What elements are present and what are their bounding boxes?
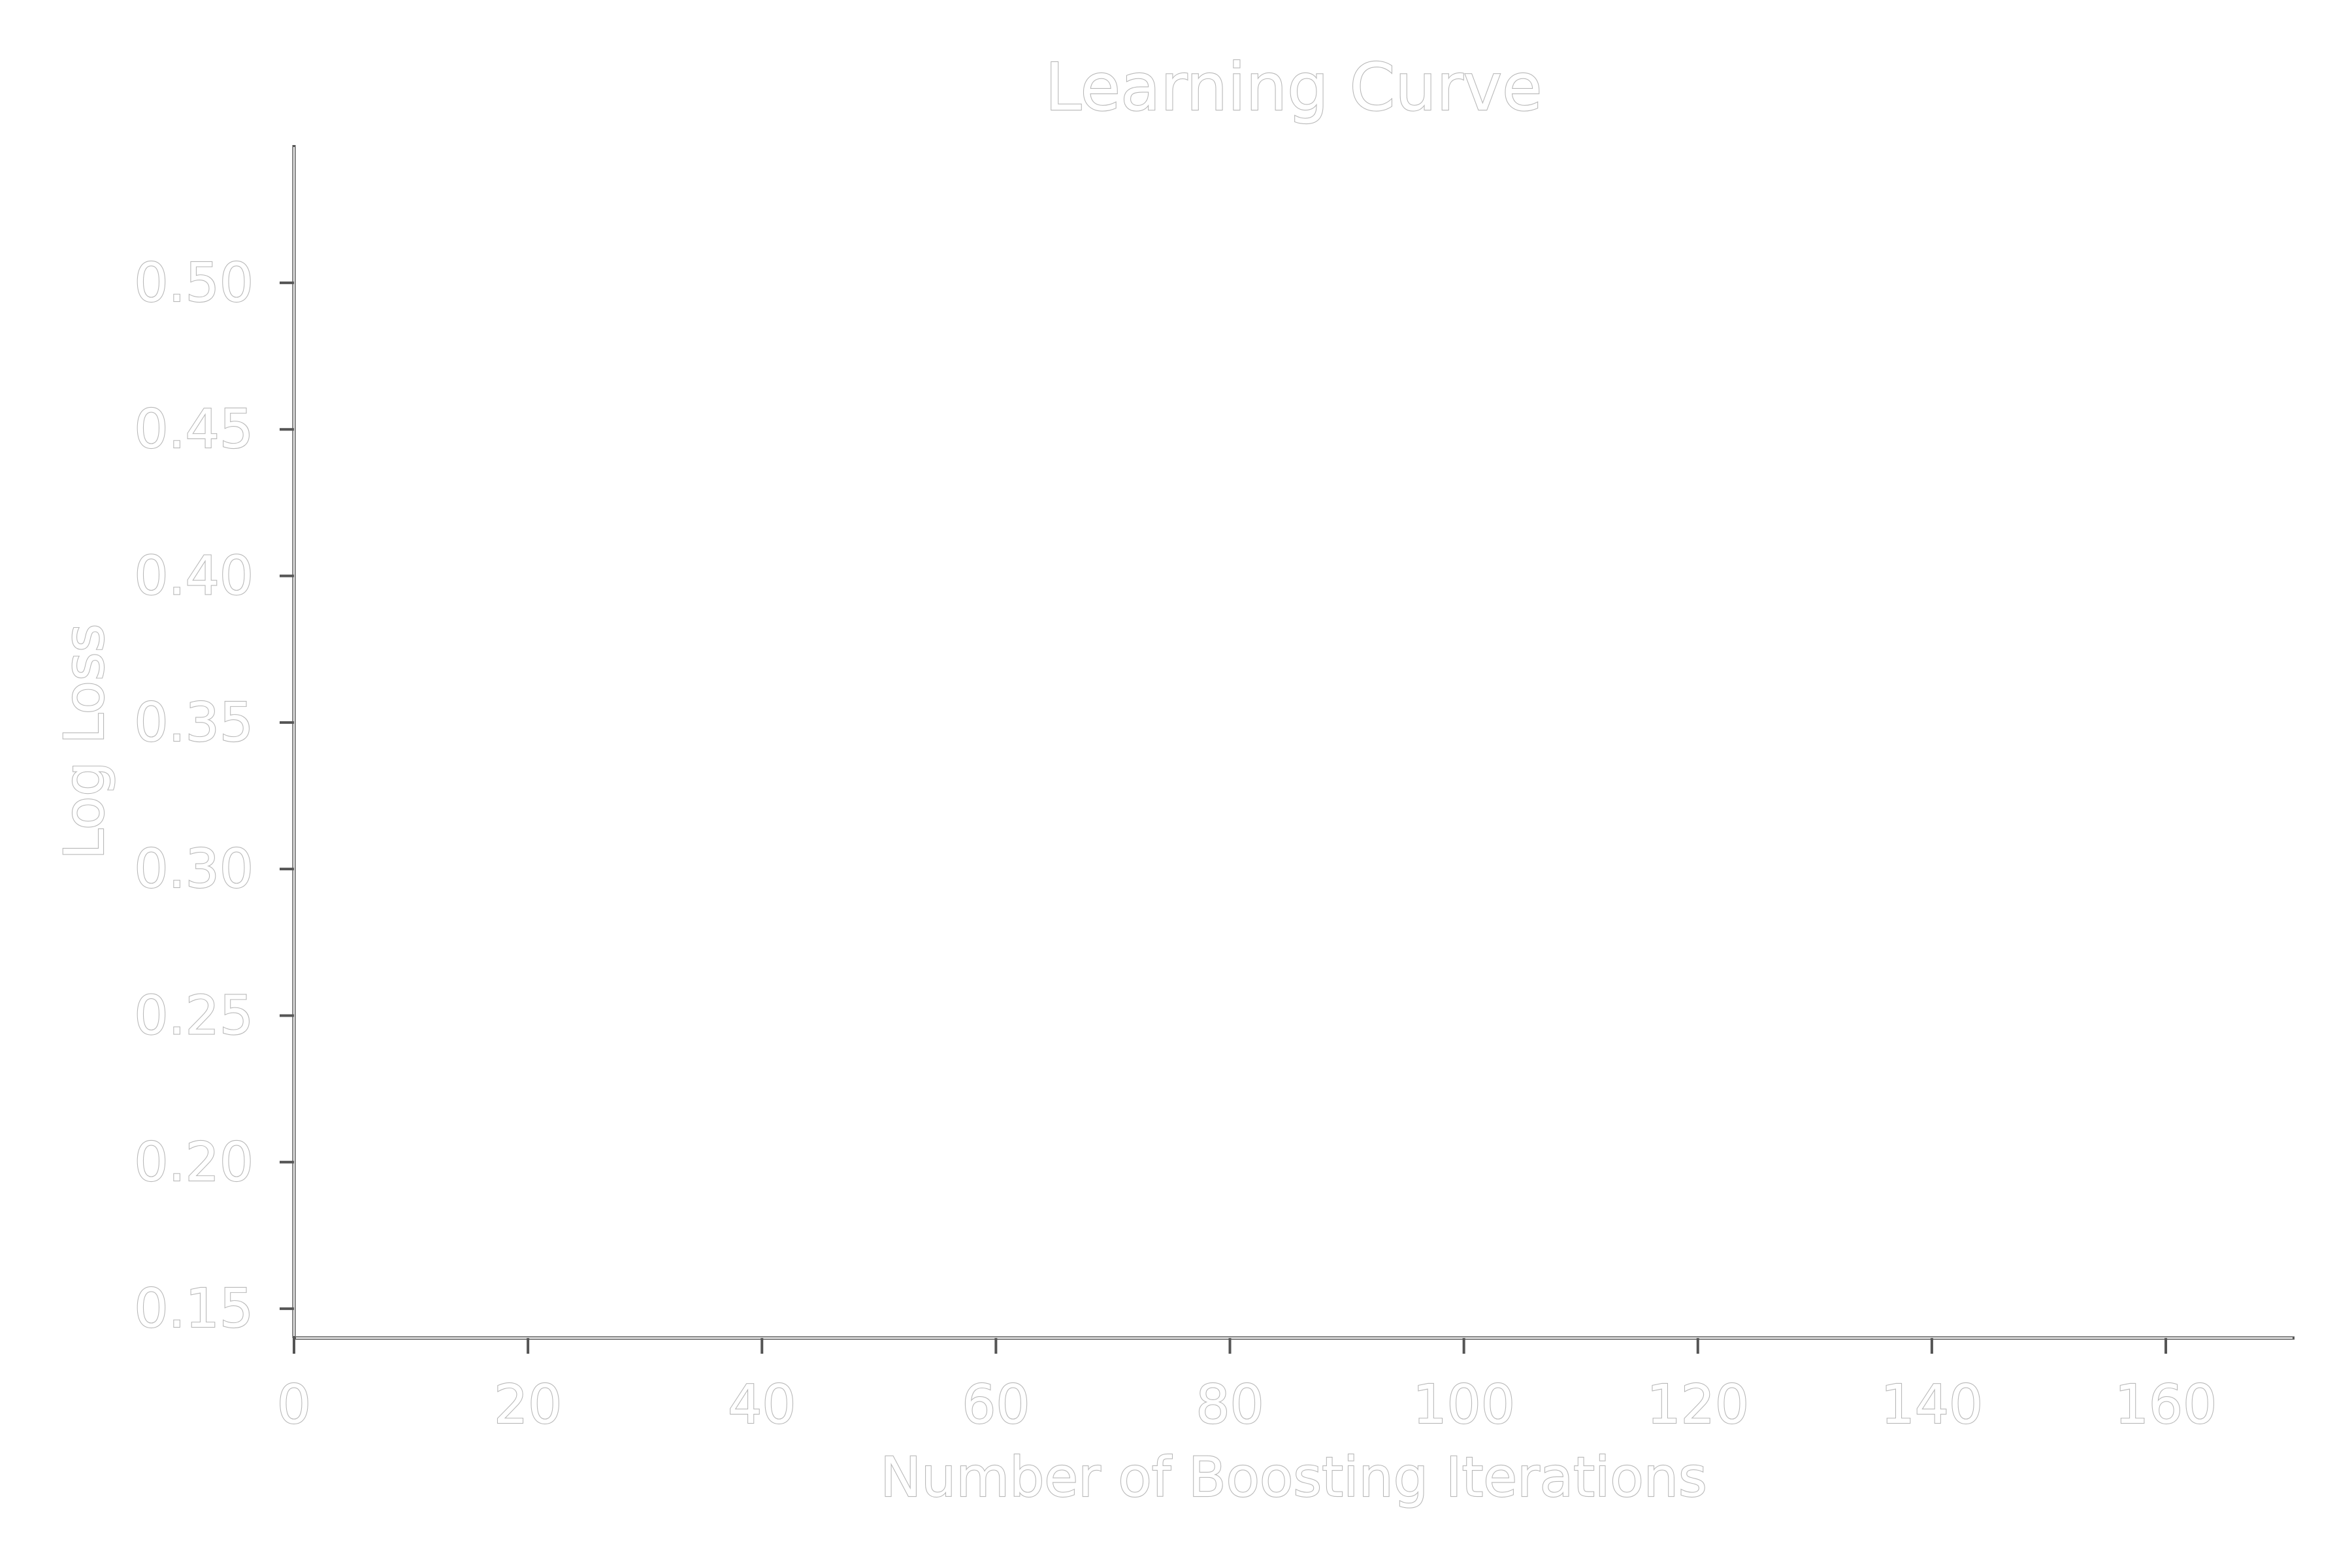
y-axis-label: Log Loss — [52, 624, 116, 860]
y-tick-label: 0.20 — [134, 1132, 253, 1194]
x-tick-label: 100 — [1413, 1374, 1515, 1436]
y-tick-label: 0.45 — [134, 399, 253, 461]
x-tick-label: 40 — [728, 1374, 796, 1436]
x-axis: 0 20 40 60 80 100 120 140 160 — [276, 1336, 2295, 1437]
y-tick-label: 0.50 — [134, 252, 253, 314]
y-tick-label: 0.40 — [134, 546, 253, 608]
x-tick-label: 60 — [962, 1374, 1030, 1436]
x-tick-label: 80 — [1196, 1374, 1264, 1436]
x-tick-label: 140 — [1881, 1374, 1984, 1436]
y-tick-label: 0.15 — [134, 1278, 253, 1340]
x-tick-label: 160 — [2115, 1374, 2217, 1436]
x-axis-label: Number of Boosting Iterations — [880, 1445, 1707, 1509]
chart-title: Learning Curve — [1045, 49, 1543, 125]
y-tick-label: 0.25 — [134, 985, 253, 1047]
y-axis: 0.15 0.20 0.25 0.30 0.35 0.40 0.45 0.50 — [133, 145, 296, 1341]
x-tick-label: 0 — [277, 1374, 311, 1436]
x-tick-label: 20 — [494, 1374, 562, 1436]
x-tick-label: 120 — [1647, 1374, 1750, 1436]
y-tick-label: 0.35 — [134, 692, 253, 754]
y-tick-label: 0.30 — [134, 838, 253, 900]
